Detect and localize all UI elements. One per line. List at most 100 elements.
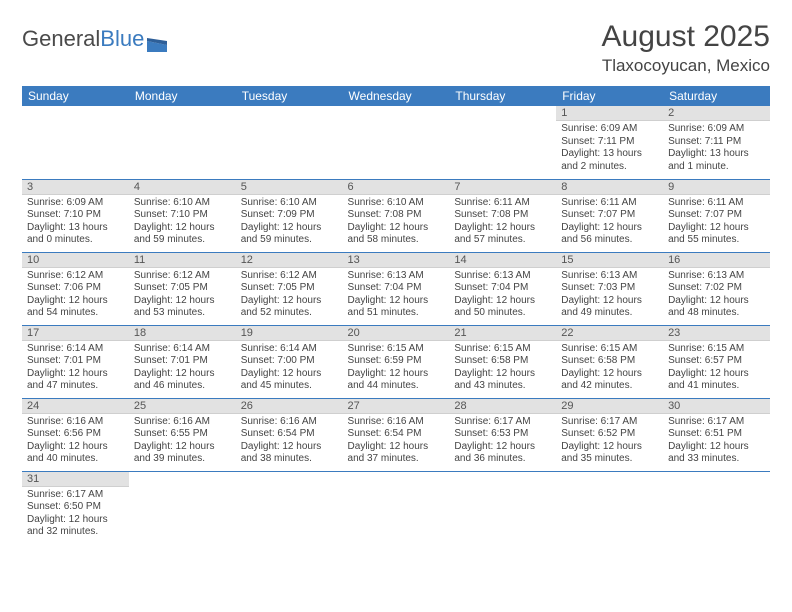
daylight-text: Daylight: 12 hours and 47 minutes.: [27, 368, 124, 393]
day-details: Sunrise: 6:13 AMSunset: 7:02 PMDaylight:…: [663, 268, 770, 323]
calendar-week: 31Sunrise: 6:17 AMSunset: 6:50 PMDayligh…: [22, 471, 770, 544]
day-details: Sunrise: 6:14 AMSunset: 7:00 PMDaylight:…: [236, 341, 343, 396]
calendar-cell: [556, 471, 663, 544]
daylight-text: Daylight: 12 hours and 43 minutes.: [454, 368, 551, 393]
day-number: 1: [556, 106, 663, 121]
calendar-cell: [343, 471, 450, 544]
sunset-text: Sunset: 7:07 PM: [668, 209, 765, 222]
day-number: 13: [343, 253, 450, 268]
weekday-header: Sunday: [22, 86, 129, 106]
sunset-text: Sunset: 6:51 PM: [668, 428, 765, 441]
day-details: Sunrise: 6:12 AMSunset: 7:05 PMDaylight:…: [236, 268, 343, 323]
day-details: Sunrise: 6:13 AMSunset: 7:03 PMDaylight:…: [556, 268, 663, 323]
day-number: 20: [343, 326, 450, 341]
day-number: 24: [22, 399, 129, 414]
sunset-text: Sunset: 6:50 PM: [27, 501, 124, 514]
daylight-text: Daylight: 12 hours and 55 minutes.: [668, 222, 765, 247]
day-details: Sunrise: 6:12 AMSunset: 7:06 PMDaylight:…: [22, 268, 129, 323]
calendar-cell: 22Sunrise: 6:15 AMSunset: 6:58 PMDayligh…: [556, 325, 663, 398]
day-details: Sunrise: 6:14 AMSunset: 7:01 PMDaylight:…: [22, 341, 129, 396]
sunrise-text: Sunrise: 6:15 AM: [454, 343, 551, 356]
sunrise-text: Sunrise: 6:09 AM: [668, 123, 765, 136]
sunset-text: Sunset: 6:54 PM: [241, 428, 338, 441]
sunrise-text: Sunrise: 6:11 AM: [454, 197, 551, 210]
day-number: 7: [449, 180, 556, 195]
day-number: 4: [129, 180, 236, 195]
day-number: 11: [129, 253, 236, 268]
sunset-text: Sunset: 7:09 PM: [241, 209, 338, 222]
daylight-text: Daylight: 12 hours and 59 minutes.: [134, 222, 231, 247]
day-number: 29: [556, 399, 663, 414]
daylight-text: Daylight: 13 hours and 2 minutes.: [561, 148, 658, 173]
sunrise-text: Sunrise: 6:12 AM: [134, 270, 231, 283]
calendar-cell: [663, 471, 770, 544]
day-number: 19: [236, 326, 343, 341]
day-details: Sunrise: 6:16 AMSunset: 6:54 PMDaylight:…: [236, 414, 343, 469]
sunset-text: Sunset: 7:05 PM: [241, 282, 338, 295]
daylight-text: Daylight: 12 hours and 39 minutes.: [134, 441, 231, 466]
calendar-cell: 2Sunrise: 6:09 AMSunset: 7:11 PMDaylight…: [663, 106, 770, 179]
daylight-text: Daylight: 12 hours and 42 minutes.: [561, 368, 658, 393]
daylight-text: Daylight: 12 hours and 35 minutes.: [561, 441, 658, 466]
logo-text-1: General: [22, 26, 100, 52]
daylight-text: Daylight: 12 hours and 48 minutes.: [668, 295, 765, 320]
sunrise-text: Sunrise: 6:12 AM: [27, 270, 124, 283]
day-number: 31: [22, 472, 129, 487]
sunrise-text: Sunrise: 6:14 AM: [241, 343, 338, 356]
day-number: 30: [663, 399, 770, 414]
day-number: 27: [343, 399, 450, 414]
calendar-cell: [22, 106, 129, 179]
daylight-text: Daylight: 12 hours and 36 minutes.: [454, 441, 551, 466]
daylight-text: Daylight: 12 hours and 49 minutes.: [561, 295, 658, 320]
day-number: 12: [236, 253, 343, 268]
day-details: Sunrise: 6:17 AMSunset: 6:52 PMDaylight:…: [556, 414, 663, 469]
sunset-text: Sunset: 6:55 PM: [134, 428, 231, 441]
daylight-text: Daylight: 12 hours and 54 minutes.: [27, 295, 124, 320]
sunrise-text: Sunrise: 6:15 AM: [348, 343, 445, 356]
calendar-cell: 20Sunrise: 6:15 AMSunset: 6:59 PMDayligh…: [343, 325, 450, 398]
daylight-text: Daylight: 12 hours and 46 minutes.: [134, 368, 231, 393]
calendar-page: GeneralBlue August 2025 Tlaxocoyucan, Me…: [0, 0, 792, 564]
day-number: 26: [236, 399, 343, 414]
calendar-cell: 10Sunrise: 6:12 AMSunset: 7:06 PMDayligh…: [22, 252, 129, 325]
calendar-cell: 13Sunrise: 6:13 AMSunset: 7:04 PMDayligh…: [343, 252, 450, 325]
sunset-text: Sunset: 6:59 PM: [348, 355, 445, 368]
calendar-cell: 28Sunrise: 6:17 AMSunset: 6:53 PMDayligh…: [449, 398, 556, 471]
calendar-cell: [343, 106, 450, 179]
day-details: Sunrise: 6:09 AMSunset: 7:10 PMDaylight:…: [22, 195, 129, 250]
day-details: Sunrise: 6:17 AMSunset: 6:50 PMDaylight:…: [22, 487, 129, 542]
sunset-text: Sunset: 7:04 PM: [454, 282, 551, 295]
daylight-text: Daylight: 12 hours and 40 minutes.: [27, 441, 124, 466]
sunrise-text: Sunrise: 6:10 AM: [134, 197, 231, 210]
daylight-text: Daylight: 12 hours and 32 minutes.: [27, 514, 124, 539]
calendar-cell: 24Sunrise: 6:16 AMSunset: 6:56 PMDayligh…: [22, 398, 129, 471]
page-header: GeneralBlue August 2025 Tlaxocoyucan, Me…: [22, 20, 770, 76]
daylight-text: Daylight: 12 hours and 37 minutes.: [348, 441, 445, 466]
month-title: August 2025: [602, 20, 770, 54]
calendar-cell: 21Sunrise: 6:15 AMSunset: 6:58 PMDayligh…: [449, 325, 556, 398]
calendar-cell: 12Sunrise: 6:12 AMSunset: 7:05 PMDayligh…: [236, 252, 343, 325]
flag-icon: [147, 32, 167, 46]
logo-text-2: Blue: [100, 26, 144, 52]
sunset-text: Sunset: 7:08 PM: [348, 209, 445, 222]
calendar-cell: 19Sunrise: 6:14 AMSunset: 7:00 PMDayligh…: [236, 325, 343, 398]
daylight-text: Daylight: 12 hours and 53 minutes.: [134, 295, 231, 320]
sunrise-text: Sunrise: 6:13 AM: [668, 270, 765, 283]
sunrise-text: Sunrise: 6:16 AM: [348, 416, 445, 429]
day-details: Sunrise: 6:15 AMSunset: 6:57 PMDaylight:…: [663, 341, 770, 396]
day-details: Sunrise: 6:16 AMSunset: 6:54 PMDaylight:…: [343, 414, 450, 469]
daylight-text: Daylight: 12 hours and 51 minutes.: [348, 295, 445, 320]
sunset-text: Sunset: 7:07 PM: [561, 209, 658, 222]
calendar-cell: [236, 106, 343, 179]
sunrise-text: Sunrise: 6:13 AM: [454, 270, 551, 283]
sunset-text: Sunset: 7:11 PM: [668, 136, 765, 149]
day-details: Sunrise: 6:16 AMSunset: 6:55 PMDaylight:…: [129, 414, 236, 469]
day-number: 25: [129, 399, 236, 414]
day-details: Sunrise: 6:12 AMSunset: 7:05 PMDaylight:…: [129, 268, 236, 323]
sunrise-text: Sunrise: 6:17 AM: [27, 489, 124, 502]
daylight-text: Daylight: 12 hours and 52 minutes.: [241, 295, 338, 320]
calendar-thead: SundayMondayTuesdayWednesdayThursdayFrid…: [22, 86, 770, 106]
calendar-cell: 11Sunrise: 6:12 AMSunset: 7:05 PMDayligh…: [129, 252, 236, 325]
weekday-header: Saturday: [663, 86, 770, 106]
calendar-cell: [449, 106, 556, 179]
